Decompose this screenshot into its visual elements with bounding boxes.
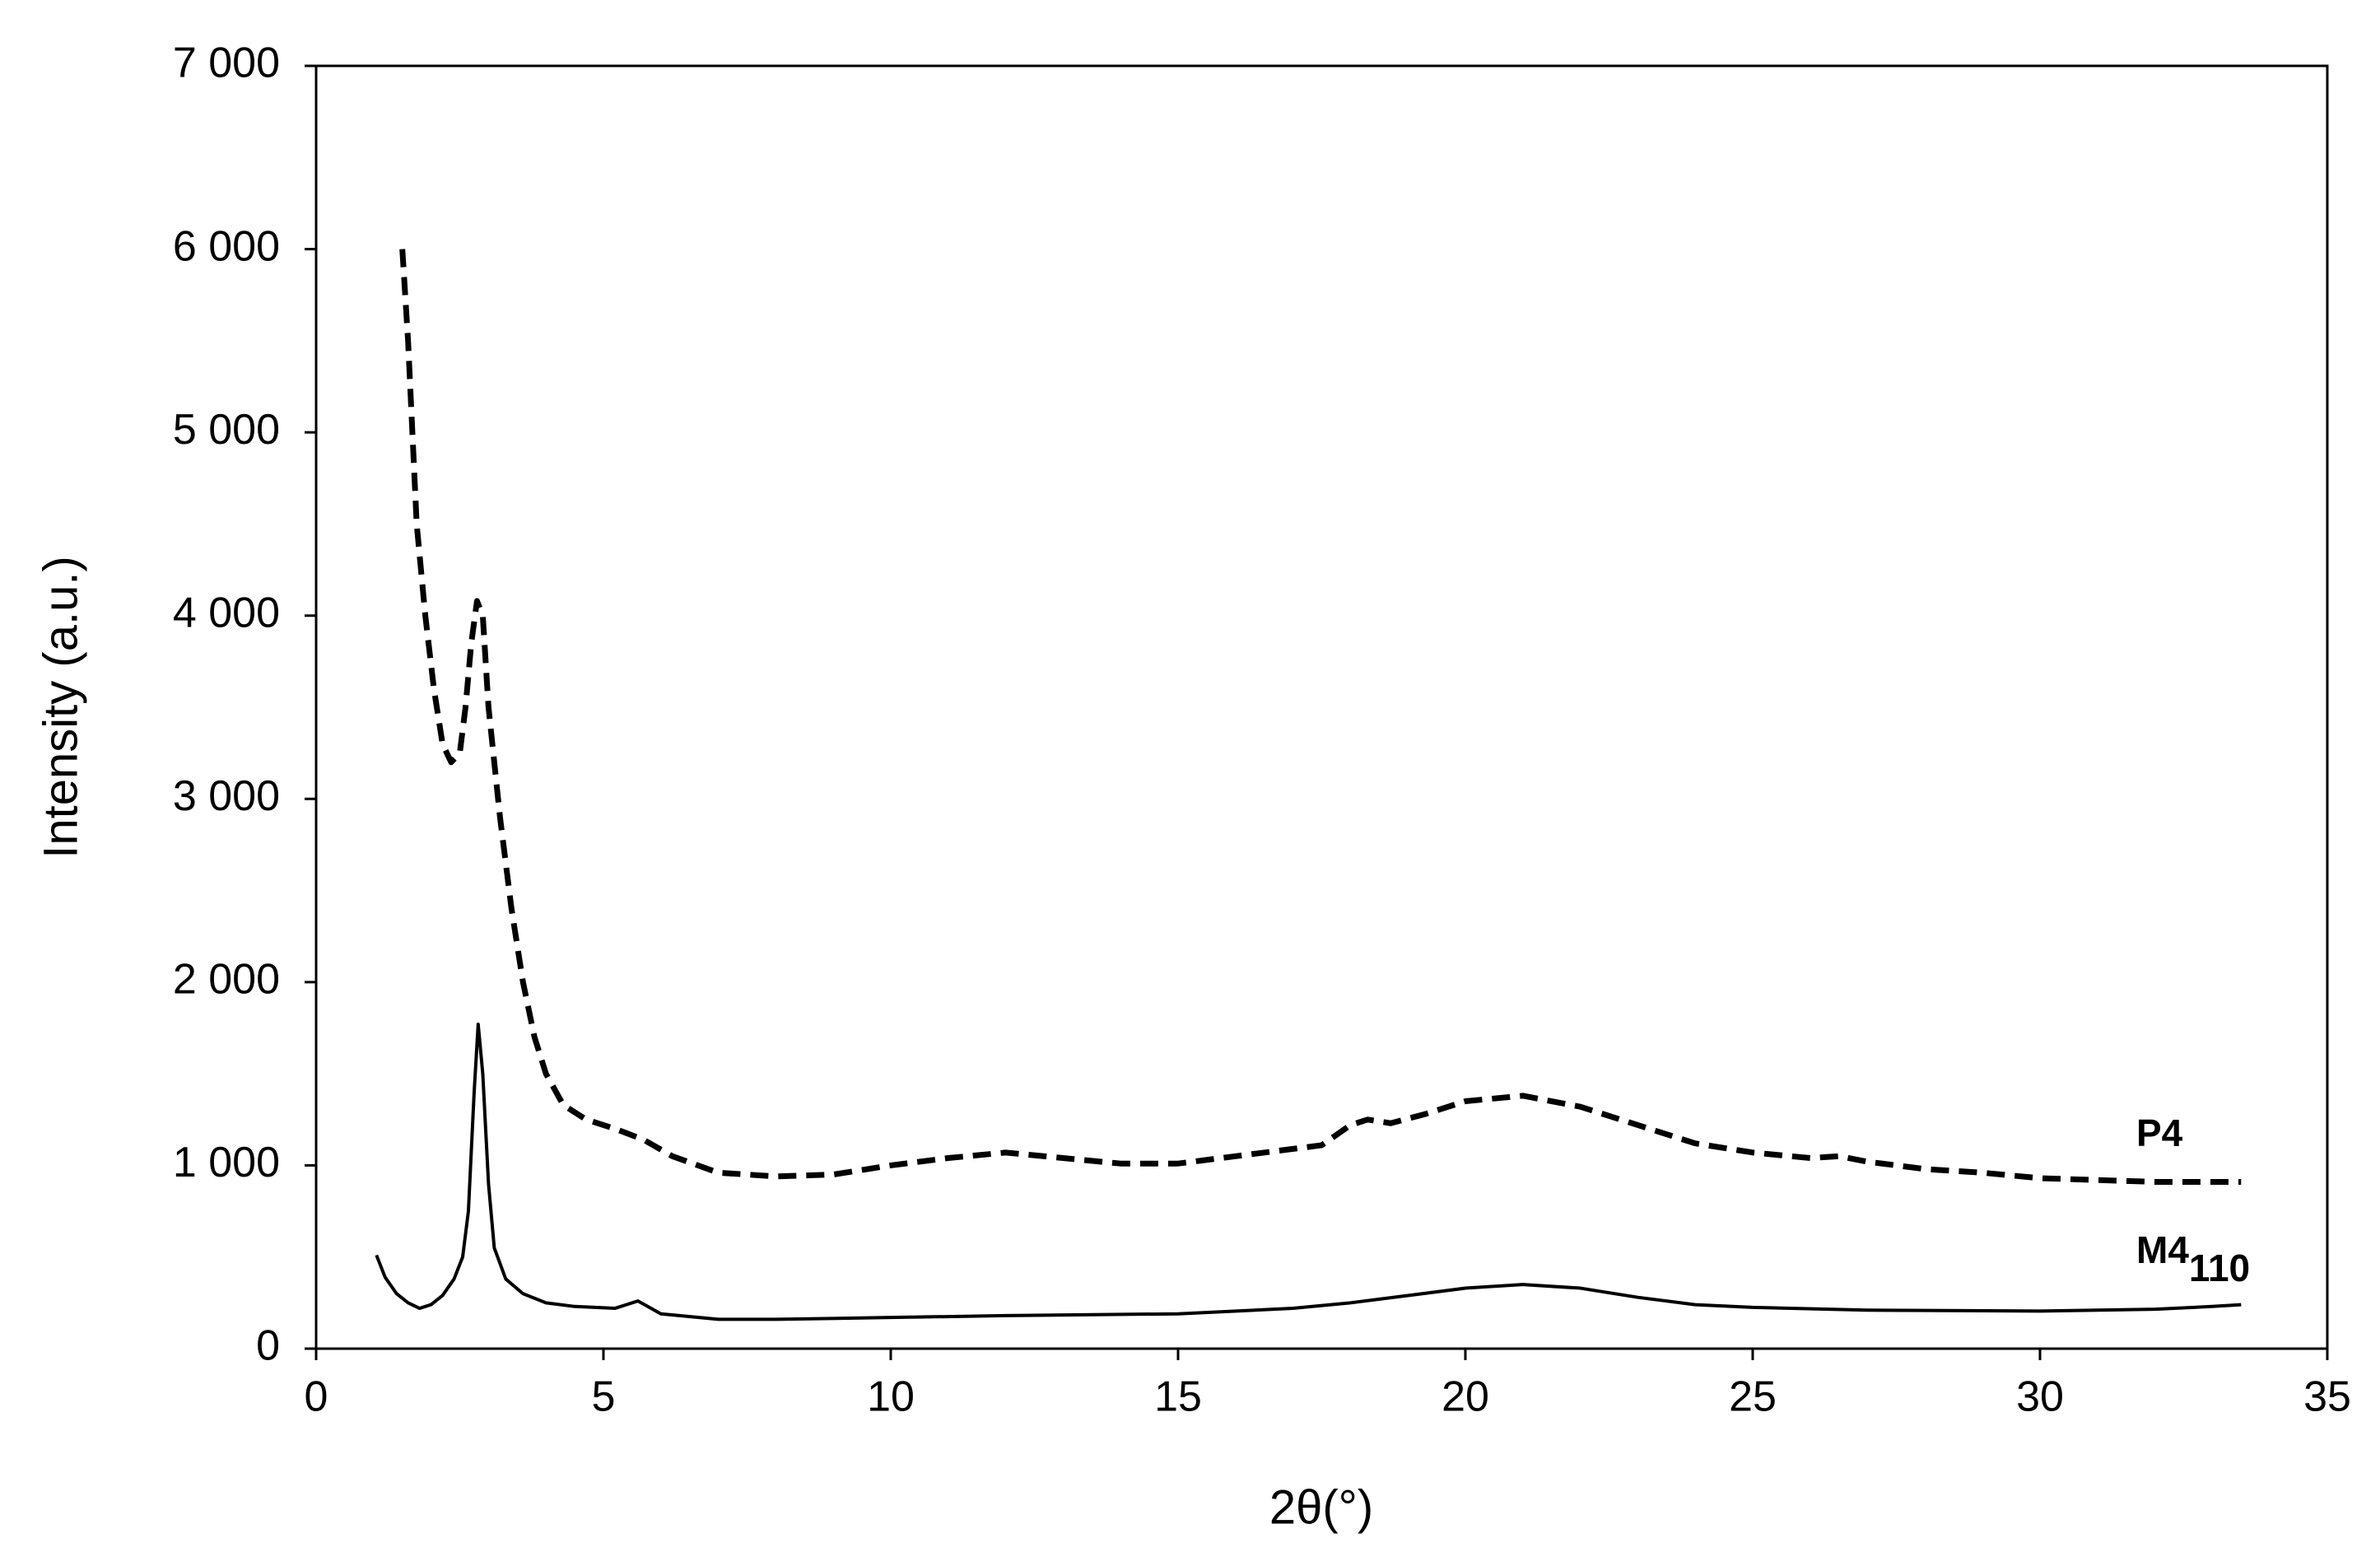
plot-frame [314, 64, 2329, 1350]
series-line [375, 1023, 2242, 1321]
x-tick-label: 10 [867, 1373, 915, 1421]
x-tick-label: 35 [2303, 1373, 2351, 1421]
series-label: P4 [2136, 1112, 2183, 1154]
y-tick-label: 6 000 [173, 222, 280, 270]
y-tick-label: 4 000 [173, 589, 280, 636]
y-tick-label: 7 000 [173, 40, 280, 87]
y-tick-label: 0 [256, 1322, 280, 1370]
x-tick-label: 30 [2016, 1373, 2064, 1421]
x-axis-title: 2θ(°) [1269, 1480, 1373, 1534]
y-axis-title: Intensity (a.u.) [34, 556, 87, 858]
series-name: P4 [2136, 1112, 2183, 1154]
x-tick-label: 0 [305, 1373, 328, 1421]
series-label: M4110 [2136, 1228, 2250, 1289]
series-subscript: 110 [2189, 1247, 2250, 1289]
y-tick-label: 2 000 [173, 956, 280, 1004]
y-tick-label: 3 000 [173, 772, 280, 820]
x-tick-label: 15 [1154, 1373, 1202, 1421]
series-line [399, 249, 2242, 1185]
x-tick-label: 20 [1442, 1373, 1489, 1421]
x-tick-label: 25 [1729, 1373, 1777, 1421]
series-name: M4 [2136, 1228, 2189, 1271]
y-tick-label: 1 000 [173, 1139, 280, 1186]
x-tick-label: 5 [592, 1373, 616, 1421]
y-tick-label: 5 000 [173, 406, 280, 454]
